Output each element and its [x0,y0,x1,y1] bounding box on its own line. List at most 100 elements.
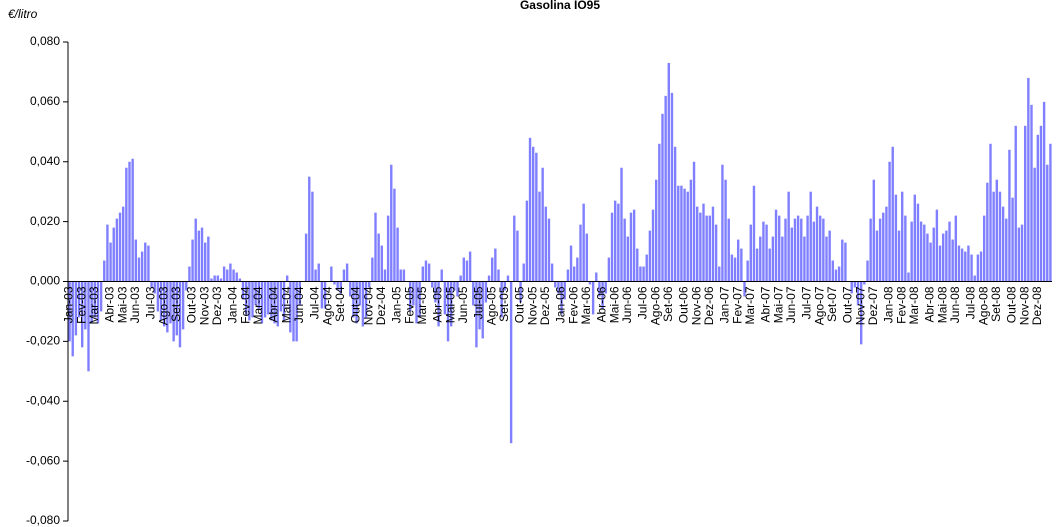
bar [834,269,838,282]
bar [736,239,740,282]
bar [837,266,841,282]
chart-title: Gasolina IO95 [520,0,600,12]
bar [869,218,872,282]
bar [418,281,421,318]
bar [844,242,847,282]
bar [538,191,541,282]
bar [746,260,749,282]
x-tick-label: Jul-05 [472,286,486,319]
bar [904,215,907,282]
bar [449,281,453,327]
x-tick-label: Mar-06 [579,286,593,324]
bar [1001,206,1005,282]
bar [68,281,71,342]
bar [938,245,942,282]
bar [453,281,456,291]
bar [525,200,529,282]
bar [632,209,636,282]
x-tick-label: Ago-05 [484,286,498,325]
bar [623,218,626,282]
bar [140,251,144,282]
bar [733,257,737,282]
bar [74,281,78,336]
bar [683,188,686,282]
bar [153,281,156,294]
bar [828,230,831,282]
x-tick-label: Jun-08 [948,286,962,323]
bar [244,281,248,315]
bar [569,245,573,282]
bar [390,164,393,282]
x-tick-label: Jul-03 [144,286,158,319]
bar [850,281,853,294]
bar [661,113,664,282]
bar [254,281,257,306]
bar [380,245,384,282]
bar [613,200,617,282]
bar [667,62,671,282]
x-tick-label: Mai-08 [935,286,949,323]
y-tick-label: -0,020 [26,334,60,348]
bar [115,218,119,282]
bar [831,260,835,282]
bar [531,146,535,282]
bar [112,227,115,282]
bar [815,206,819,282]
bar [957,245,961,282]
bar [481,281,484,339]
bar [932,227,935,282]
bar [812,221,816,282]
x-tick-label: Jan-06 [554,286,568,323]
y-tick-label: 0,080 [30,34,60,48]
bar [285,275,289,282]
x-tick-label: Out-03 [185,286,199,323]
bar [711,206,715,282]
bar [427,263,431,282]
bar [200,227,204,282]
bar [71,281,74,357]
bar [475,281,478,348]
bar [841,239,844,282]
bar [601,281,604,309]
bar [654,179,658,282]
bar [560,281,563,315]
bar [500,281,503,318]
bar [677,185,680,282]
bar [222,266,226,282]
bar [913,194,917,282]
bar [1005,218,1008,282]
bar [402,269,406,282]
bar [743,281,746,297]
bar [159,281,163,321]
bar [1027,77,1030,282]
bar [891,146,894,282]
bar [169,281,172,324]
x-tick-label: Ago-04 [320,286,334,325]
bar [617,203,620,282]
bar [150,281,153,288]
x-tick-label: Abr-07 [759,286,773,322]
bar [273,281,276,324]
bar [80,281,84,348]
bar [803,236,806,282]
bar [276,281,279,327]
x-tick-label: Fev-08 [894,286,908,324]
x-tick-label: Nov-08 [1017,286,1031,325]
bar [566,269,570,282]
bar [191,239,194,282]
bar [749,224,753,282]
bar [544,206,548,282]
bar [793,218,797,282]
x-tick-label: Fev-06 [566,286,580,324]
bar [648,230,652,282]
bar [885,206,888,282]
y-tick-label: -0,080 [26,513,60,527]
x-tick-label: Fev-07 [730,286,744,324]
bar [497,269,500,282]
bar [755,248,759,282]
bar [106,224,109,282]
bar [642,266,645,282]
bar [967,245,970,282]
bar [1046,164,1049,282]
bar [970,254,973,282]
